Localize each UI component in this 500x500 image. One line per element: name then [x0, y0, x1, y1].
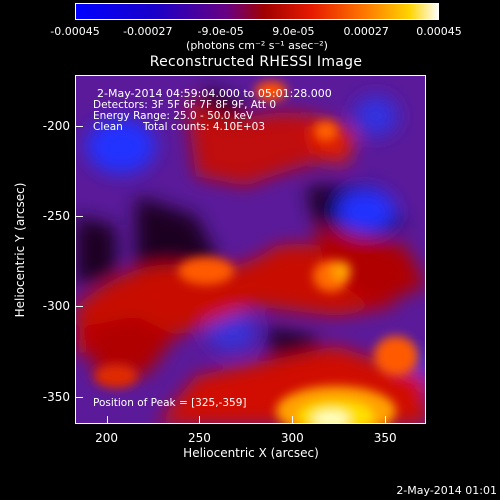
colorbar-tick-label: -0.00027: [123, 25, 173, 38]
x-tick-mark: [106, 416, 108, 424]
colorbar: [75, 3, 439, 20]
x-tick-mark: [292, 416, 294, 424]
colorbar-tick-label: 9.0e-05: [272, 25, 315, 38]
x-tick-label: 250: [187, 431, 211, 445]
y-tick-mark: [75, 216, 83, 218]
peak-position-label: Position of Peak = [325,-359]: [93, 397, 247, 409]
colorbar-tick-label: -0.00045: [50, 25, 100, 38]
colorbar-tick-label: 0.00027: [343, 25, 389, 38]
colorbar-tick-label: -9.0e-05: [197, 25, 244, 38]
plot-area: [75, 75, 426, 424]
y-tick-label: -300: [42, 299, 70, 314]
x-axis-label: Heliocentric X (arcsec): [183, 446, 319, 460]
total-counts-label: Total counts: 4.10E+03: [143, 121, 266, 133]
time-range-label: 2-May-2014 04:59:04.000 to 05:01:28.000: [97, 87, 332, 100]
y-tick-mark: [75, 125, 83, 127]
y-tick-mark: [75, 306, 83, 308]
y-tick-mark: [75, 396, 83, 398]
method-label: Clean: [93, 121, 123, 133]
y-tick-label: -250: [42, 209, 70, 224]
rhessi-image: [76, 76, 425, 423]
colorbar-unit-label: (photons cm⁻² s⁻¹ asec⁻²): [186, 39, 328, 52]
x-tick-label: 200: [95, 431, 119, 445]
detectors-label: Detectors: 3F 5F 6F 7F 8F 9F, Att 0: [93, 99, 277, 111]
x-tick-mark: [199, 416, 201, 424]
x-tick-mark: [385, 416, 387, 424]
chart-title: Reconstructed RHESSI Image: [149, 54, 363, 70]
x-tick-label: 300: [280, 431, 304, 445]
energy-range-label: Energy Range: 25.0 - 50.0 keV: [93, 110, 254, 122]
y-tick-label: -200: [42, 118, 70, 133]
colorbar-tick-label: 0.00045: [416, 25, 462, 38]
footer-timestamp: 2-May-2014 01:01: [396, 484, 497, 497]
x-tick-label: 350: [373, 431, 397, 445]
y-tick-label: -350: [42, 389, 70, 404]
y-axis-label: Heliocentric Y (arcsec): [13, 182, 27, 318]
